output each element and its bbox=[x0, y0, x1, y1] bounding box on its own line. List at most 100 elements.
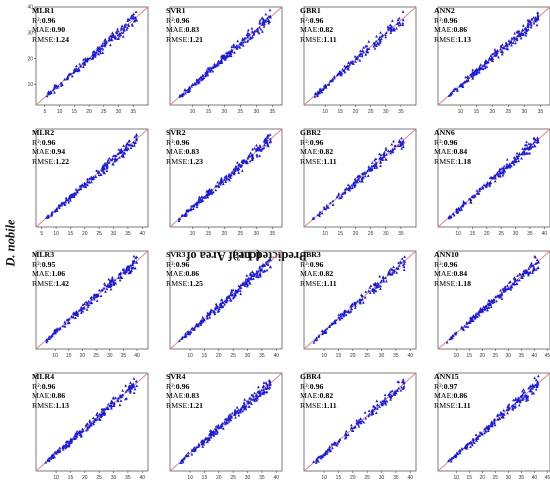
data-point bbox=[349, 309, 353, 313]
data-point bbox=[58, 446, 62, 450]
data-point bbox=[515, 400, 519, 404]
x-tick-label: 15 bbox=[470, 231, 476, 237]
mae-value: 0.86 bbox=[453, 391, 468, 401]
data-point bbox=[128, 390, 132, 394]
data-point bbox=[221, 56, 225, 60]
data-point bbox=[217, 59, 220, 63]
data-point bbox=[121, 153, 125, 157]
data-point bbox=[244, 404, 248, 408]
data-point bbox=[364, 416, 368, 420]
data-point bbox=[223, 302, 226, 306]
x-tick-label: 10 bbox=[322, 231, 328, 237]
data-point bbox=[393, 28, 396, 32]
data-point bbox=[258, 271, 262, 275]
data-point bbox=[475, 70, 479, 74]
r2-line: R²:0.96 bbox=[32, 15, 56, 25]
data-point bbox=[97, 47, 101, 51]
data-point bbox=[186, 451, 190, 455]
data-point bbox=[506, 284, 509, 287]
data-point bbox=[115, 31, 119, 34]
data-point bbox=[216, 180, 220, 184]
mae-value: 0.86 bbox=[453, 25, 468, 35]
y-axis-title-species: D. nobile bbox=[3, 219, 18, 267]
rmse-value: 1.11 bbox=[457, 400, 471, 410]
data-point bbox=[485, 305, 488, 309]
data-point bbox=[234, 409, 238, 413]
scatter-plot: 5 10 15 20 25 30 35 40 bbox=[35, 128, 149, 237]
data-point bbox=[525, 28, 528, 32]
data-point bbox=[227, 414, 231, 417]
data-point bbox=[493, 417, 497, 421]
x-tick-label: 35 bbox=[270, 109, 276, 115]
data-point bbox=[500, 52, 504, 56]
data-point bbox=[493, 421, 496, 425]
data-point bbox=[191, 204, 195, 208]
data-point bbox=[100, 407, 104, 411]
data-point bbox=[86, 177, 89, 181]
mae-value: 0.84 bbox=[453, 269, 468, 279]
data-point bbox=[332, 321, 336, 325]
data-point bbox=[113, 278, 117, 282]
data-point bbox=[491, 56, 495, 60]
data-point bbox=[79, 64, 83, 68]
data-point bbox=[224, 300, 228, 304]
mae-line: MAE:0.86 bbox=[434, 25, 468, 35]
model-stats: GBR3 R²:0.96 MAE:0.82 RMSE:1.11 bbox=[300, 250, 337, 288]
data-point bbox=[67, 320, 70, 324]
x-tick-label: 20 bbox=[80, 353, 86, 359]
data-point bbox=[509, 287, 513, 291]
data-point bbox=[390, 389, 394, 393]
data-point bbox=[123, 148, 126, 152]
data-point bbox=[344, 432, 348, 436]
data-point bbox=[513, 38, 516, 42]
data-point bbox=[265, 140, 268, 144]
data-point bbox=[395, 271, 399, 274]
data-point bbox=[528, 384, 532, 388]
data-point bbox=[227, 419, 231, 423]
mae-value: 0.94 bbox=[51, 147, 66, 157]
data-point bbox=[324, 328, 327, 332]
data-point bbox=[84, 59, 87, 63]
data-point bbox=[121, 268, 125, 271]
data-point bbox=[237, 413, 241, 417]
data-point bbox=[353, 425, 357, 428]
x-tick-label: 20 bbox=[350, 353, 356, 359]
data-point bbox=[77, 188, 81, 191]
scatter-plot: 10 15 20 25 30 35 40 bbox=[169, 372, 283, 481]
x-tick-label: 15 bbox=[466, 353, 472, 359]
data-point bbox=[466, 75, 469, 78]
data-point bbox=[532, 267, 536, 271]
data-point bbox=[534, 378, 538, 382]
model-title: ANN2 bbox=[434, 6, 455, 15]
data-point bbox=[374, 411, 378, 415]
data-point bbox=[402, 265, 406, 268]
data-point bbox=[118, 403, 122, 407]
data-point bbox=[64, 322, 67, 325]
scatter-points bbox=[179, 378, 272, 464]
data-point bbox=[368, 286, 372, 289]
data-point bbox=[94, 175, 98, 178]
data-point bbox=[105, 39, 108, 43]
data-point bbox=[125, 147, 129, 151]
data-point bbox=[519, 400, 522, 404]
data-point bbox=[268, 14, 272, 18]
data-point bbox=[103, 161, 107, 165]
data-point bbox=[463, 324, 466, 328]
data-point bbox=[221, 426, 225, 430]
data-point bbox=[370, 408, 374, 412]
x-tick-label: 25 bbox=[96, 475, 102, 481]
scatter-plot: 10 15 20 25 30 35 40 45 bbox=[437, 250, 550, 359]
data-point bbox=[216, 184, 220, 187]
x-tick-label: 30 bbox=[111, 231, 117, 237]
x-tick-label: 10 bbox=[53, 231, 59, 237]
scatter-points bbox=[447, 374, 540, 463]
data-point bbox=[255, 153, 259, 157]
data-point bbox=[247, 278, 251, 282]
data-point bbox=[323, 329, 327, 333]
data-point bbox=[518, 273, 522, 276]
data-point bbox=[230, 290, 234, 294]
r2-value: 0.96 bbox=[175, 15, 190, 25]
data-point bbox=[97, 49, 101, 53]
data-point bbox=[83, 306, 86, 310]
data-point bbox=[70, 314, 73, 318]
